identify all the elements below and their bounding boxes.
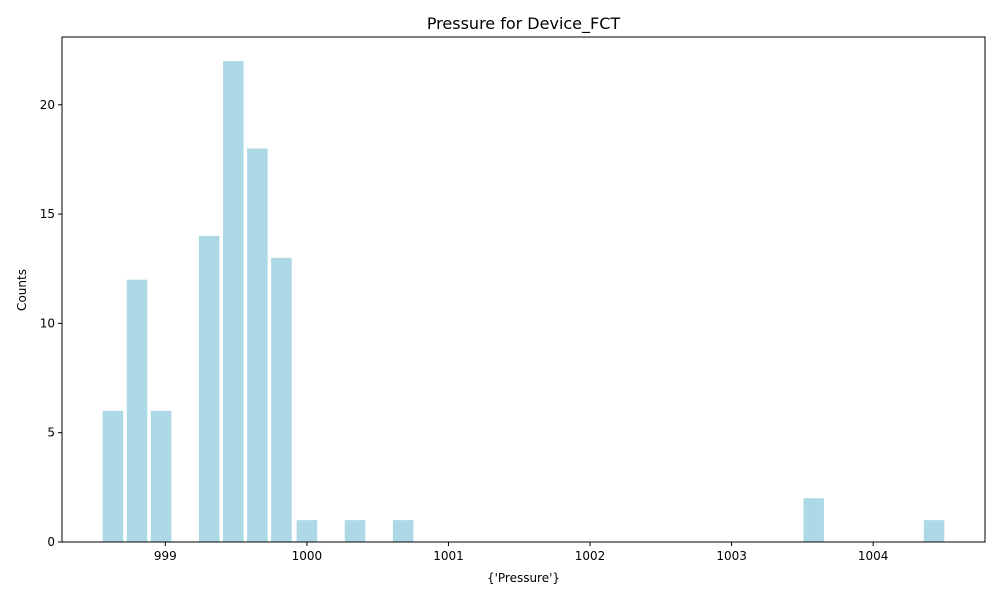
y-tick-label: 5 [47, 426, 55, 440]
plot-frame [61, 36, 986, 543]
bar [102, 410, 124, 542]
bar [126, 279, 148, 542]
bar [344, 520, 366, 542]
x-tick-label: 1003 [716, 549, 747, 563]
bar [223, 61, 244, 543]
x-tick-label: 999 [154, 549, 177, 563]
x-tick-label: 1004 [858, 549, 889, 563]
bar [247, 148, 268, 543]
bar [392, 520, 414, 542]
bar [198, 235, 220, 542]
bar [271, 257, 292, 542]
bars-group [102, 61, 945, 543]
x-tick-label: 1002 [575, 549, 606, 563]
y-tick-label: 0 [47, 535, 55, 549]
y-tick-label: 15 [40, 207, 55, 221]
y-tick-label: 10 [40, 316, 55, 330]
bar [923, 520, 945, 542]
x-axis-label: {'Pressure'} [487, 571, 560, 585]
y-tick-label: 20 [40, 98, 55, 112]
x-tick-label: 1001 [433, 549, 464, 563]
y-axis: 0 5 10 15 20 [40, 98, 62, 549]
bar [803, 498, 824, 542]
x-tick-label: 1000 [292, 549, 323, 563]
chart-title: Pressure for Device_FCT [427, 14, 621, 34]
y-axis-label: Counts [15, 269, 29, 311]
bar [296, 520, 318, 542]
x-axis: 999 1000 1001 1002 1003 1004 [154, 542, 889, 563]
bar [150, 410, 172, 542]
